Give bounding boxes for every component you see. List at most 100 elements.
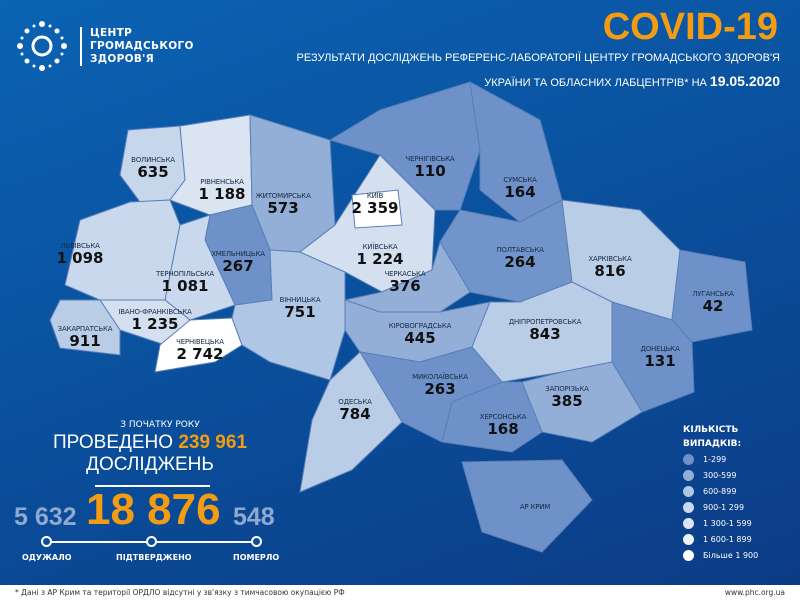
footer: * Дані з АР Крим та території ОРДЛО відс… — [0, 585, 800, 601]
region-ар крим — [461, 459, 593, 553]
subtitle: РЕЗУЛЬТАТИ ДОСЛІДЖЕНЬ РЕФЕРЕНС-ЛАБОРАТОР… — [296, 52, 780, 64]
legend-label: Більше 1 900 — [703, 550, 759, 560]
region-name: ЛУГАНСЬКА — [692, 290, 734, 298]
legend-swatch-icon — [683, 533, 694, 545]
region-одеська — [299, 351, 403, 493]
region-label: МИКОЛАЇВСЬКА 263 — [412, 373, 468, 397]
region-label: РІВНЕНСЬКА 1 188 — [199, 178, 246, 202]
region-label: КІРОВОГРАДСЬКА 445 — [388, 322, 452, 347]
subtitle-date-line: УКРАЇНИ ТА ОБЛАСНИХ ЛАБЦЕНТРІВ* НА 19.05… — [484, 73, 780, 89]
region-cases: 635 — [137, 163, 169, 181]
confirmed-label: ПІДТВЕРДЖЕНО — [116, 553, 192, 562]
region-cases: 445 — [404, 329, 436, 347]
region-cases: 843 — [529, 325, 561, 343]
region-label: ВІННИЦЬКА 751 — [280, 296, 321, 320]
region-name: СУМСЬКА — [503, 176, 537, 184]
region-label: ЛУГАНСЬКА 42 — [692, 290, 734, 314]
region-name: ЧЕРНІГІВСЬКА — [405, 155, 455, 163]
region-name: ОДЕСЬКА — [338, 398, 372, 406]
legend-item: 1-299 — [683, 451, 758, 467]
confirmed-count: 18 876 — [86, 485, 221, 534]
region-name: КИЇВСЬКА — [362, 243, 398, 251]
region-name: ЧЕРКАСЬКА — [384, 270, 426, 278]
logo-icon — [17, 21, 67, 71]
region-name: ВІННИЦЬКА — [279, 296, 321, 304]
region-name: ДНІПРОПЕТРОВСЬКА — [508, 318, 582, 326]
region-label: ХАРКІВСЬКА 816 — [588, 255, 631, 279]
legend-item: 1 300-1 599 — [683, 515, 758, 531]
recovered-label: ОДУЖАЛО — [22, 553, 72, 562]
legend-label: 900-1 299 — [703, 502, 745, 512]
region-cases: 1 098 — [56, 249, 104, 267]
region-name: ЗАПОРІЗЬКА — [545, 385, 589, 393]
region-cases: 573 — [267, 199, 299, 217]
region-миколаївська — [359, 346, 503, 443]
region-name: ЗАКАРПАТСЬКА — [57, 325, 113, 333]
region-name: ХМЕЛЬНИЦЬКА — [211, 250, 265, 258]
region-сумська — [469, 81, 563, 223]
page-title: COVID-19 — [602, 6, 778, 48]
legend-label: 300-599 — [703, 470, 737, 480]
legend-item: 300-599 — [683, 467, 758, 483]
region-name: ТЕРНОПІЛЬСЬКА — [156, 270, 214, 278]
region-cases: 131 — [644, 352, 676, 370]
legend-swatch-icon — [683, 501, 694, 513]
region-label: ЧЕРНІГІВСЬКА 110 — [406, 155, 455, 179]
legend-swatch-icon — [683, 453, 694, 465]
region-label: ЗАКАРПАТСЬКА 911 — [58, 325, 113, 349]
legend-item: 900-1 299 — [683, 499, 758, 515]
region-label: ОДЕСЬКА 784 — [338, 398, 372, 423]
region-дніпропетровська — [471, 281, 613, 383]
region-cases: 1 235 — [131, 315, 179, 333]
region-label: ЧЕРКАСЬКА 376 — [385, 270, 426, 294]
region-label: СУМСЬКА 164 — [503, 176, 536, 200]
region-cases: 751 — [284, 303, 316, 321]
legend-label: 600-899 — [703, 486, 737, 496]
legend-title: КІЛЬКІСТЬ — [683, 425, 739, 435]
legend-swatch-icon — [683, 485, 694, 497]
region-name: МИКОЛАЇВСЬКА — [412, 373, 468, 381]
tests-line: ПРОВЕДЕНО 239 961 ДОСЛІДЖЕНЬ — [0, 432, 300, 476]
region-name: ХЕРСОНСЬКА — [479, 413, 527, 421]
divider — [95, 485, 210, 487]
region-label: ТЕРНОПІЛЬСЬКА 1 081 — [156, 270, 214, 294]
region-cases: 385 — [551, 392, 583, 410]
region-name: ПОЛТАВСЬКА — [496, 246, 544, 254]
region-name: ЧЕРНІВЕЦЬКА — [176, 338, 224, 346]
region-label: ПОЛТАВСЬКА 264 — [496, 246, 544, 271]
legend-label: 1 600-1 899 — [703, 534, 752, 544]
region-cases: 1 188 — [198, 185, 246, 203]
legend-title: ВИПАДКІВ: — [683, 439, 742, 449]
legend-item: 600-899 — [683, 483, 758, 499]
deaths-label: ПОМЕРЛО — [233, 553, 280, 562]
region-label: ЖИТОМИРСЬКА 573 — [255, 192, 311, 217]
region-label: КИЇВ 2 359 — [352, 192, 399, 216]
region-name: ДОНЕЦЬКА — [640, 345, 680, 353]
region-cases: 2 359 — [351, 199, 399, 217]
logo-line: ЦЕНТР — [90, 26, 133, 39]
region-name: ВОЛИНСЬКА — [131, 156, 175, 164]
region-name: КІРОВОГРАДСЬКА — [388, 322, 452, 330]
footer-note: * Дані з АР Крим та території ОРДЛО відс… — [15, 588, 345, 597]
region-cases: 1 081 — [161, 277, 209, 295]
region-cases: 376 — [389, 277, 421, 295]
legend-swatch-icon — [683, 549, 694, 561]
tests-value: 239 961 — [178, 432, 248, 453]
legend-label: 1 300-1 599 — [703, 518, 752, 528]
region-cases: 168 — [487, 420, 519, 438]
report-date: 19.05.2020 — [709, 73, 780, 89]
region-label: ВОЛИНСЬКА 635 — [131, 156, 175, 180]
legend: КІЛЬКІСТЬ ВИПАДКІВ: 1-299 300-599 600-899 9… — [683, 423, 758, 563]
region-cases: 267 — [222, 257, 254, 275]
region-cases: 264 — [504, 253, 536, 271]
timeline-dot — [146, 536, 157, 547]
region-name: ЖИТОМИРСЬКА — [255, 192, 311, 200]
since-label: З ПОЧАТКУ РОКУ — [120, 420, 200, 430]
region-луганська — [671, 249, 753, 343]
tests-suffix: ДОСЛІДЖЕНЬ — [86, 454, 214, 475]
region-cases: 2 742 — [176, 345, 224, 363]
region-name: ІВАНО-ФРАНКІВСЬКА — [118, 308, 192, 316]
region-name: КИЇВ — [366, 192, 384, 200]
website-link[interactable]: www.phc.org.ua — [724, 588, 785, 597]
region-cases: 784 — [339, 405, 371, 423]
